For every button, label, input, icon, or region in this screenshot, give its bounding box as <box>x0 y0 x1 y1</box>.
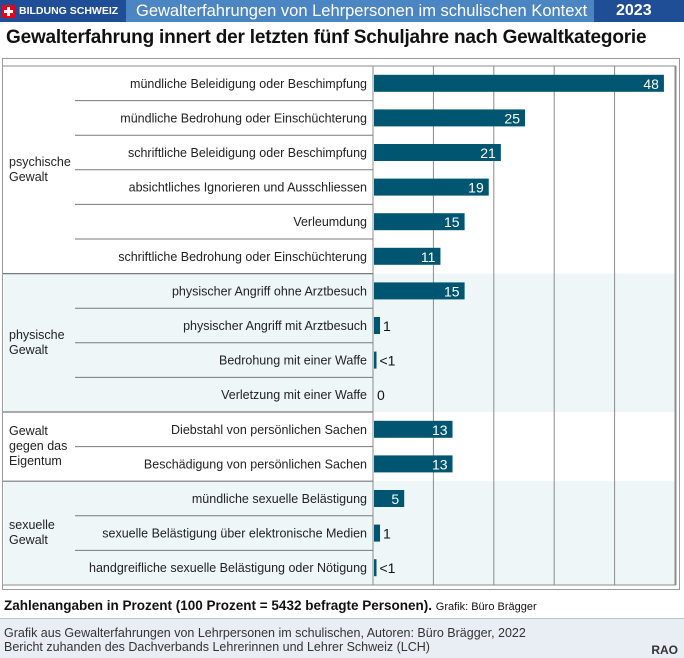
bar <box>374 455 453 473</box>
banner-title: Gewalterfahrungen von Lehrpersonen im sc… <box>126 0 594 22</box>
category-label: schriftliche Beleidigung oder Beschimpfu… <box>128 146 367 160</box>
bar <box>374 178 489 196</box>
category-label: mündliche Bedrohung oder Einschüchterung <box>120 111 367 125</box>
data-label: <1 <box>380 560 396 576</box>
data-label: 13 <box>432 422 448 438</box>
group-label: sexuelle <box>9 518 55 532</box>
brand-label: BILDUNG SCHWEIZ <box>19 5 119 17</box>
chart-title: Gewalterfahrung innert der letzten fünf … <box>6 27 647 48</box>
data-label: 5 <box>391 491 399 507</box>
data-label: <1 <box>380 353 396 369</box>
data-label: 15 <box>444 283 460 299</box>
category-label: handgreifliche sexuelle Belästigung oder… <box>89 561 367 575</box>
data-label: 15 <box>444 214 460 230</box>
category-label: Bedrohung mit einer Waffe <box>219 354 367 368</box>
data-label: 1 <box>383 526 391 542</box>
chart-frame: psychische Gewalt mündliche Beleidigung od… <box>2 58 680 590</box>
data-label: 25 <box>504 110 520 126</box>
footer-line-2: Bericht zuhanden des Dachverbands Lehrer… <box>4 640 430 654</box>
group-band <box>4 481 676 585</box>
group-label: Gewalt <box>9 533 48 547</box>
bar <box>374 109 525 127</box>
source-footer: Grafik aus Gewalterfahrungen von Lehrper… <box>0 618 684 658</box>
category-label: Diebstahl von persönlichen Sachen <box>171 423 367 437</box>
bar <box>374 559 377 577</box>
bar <box>374 420 453 438</box>
note-credit: Grafik: Büro Brägger <box>435 601 537 613</box>
category-label: Beschädigung von persönlichen Sachen <box>144 457 367 471</box>
group-label: gegen das <box>9 439 67 453</box>
group-label: Gewalt <box>9 343 48 357</box>
category-label: schriftliche Bedrohung oder Einschüchter… <box>118 250 367 264</box>
category-label: Verleumdung <box>293 215 367 229</box>
data-label: 19 <box>468 180 484 196</box>
footer-line-1: Grafik aus Gewalterfahrungen von Lehrper… <box>4 626 526 640</box>
chart-note: Zahlenangaben in Prozent (100 Prozent = … <box>4 598 537 613</box>
data-label: 0 <box>377 387 385 403</box>
data-label: 11 <box>421 249 436 265</box>
bar <box>374 524 381 542</box>
category-label: sexuelle Belästigung über elektronische … <box>102 527 367 541</box>
data-label: 21 <box>480 145 496 161</box>
group-label: physische <box>9 328 65 342</box>
top-banner: BILDUNG SCHWEIZ Gewalterfahrungen von Le… <box>0 0 684 22</box>
category-label: physischer Angriff ohne Arztbesuch <box>172 284 367 298</box>
category-label: physischer Angriff mit Arztbesuch <box>183 319 367 333</box>
data-label: 48 <box>643 76 659 92</box>
banner-year: 2023 <box>594 0 684 22</box>
data-label: 1 <box>383 318 391 334</box>
swiss-flag-icon <box>2 4 15 18</box>
note-text: Zahlenangaben in Prozent (100 Prozent = … <box>4 598 432 613</box>
bar <box>374 144 501 161</box>
category-label: Verletzung mit einer Waffe <box>221 388 367 402</box>
group-label: Gewalt <box>9 170 48 184</box>
bar <box>374 282 465 300</box>
footer-tag: RAO <box>651 643 678 657</box>
category-label: absichtliches Ignorieren und Ausschliess… <box>129 181 367 195</box>
group-label: Eigentum <box>9 454 62 468</box>
data-label: 13 <box>432 456 448 472</box>
group-label: Gewalt <box>9 424 48 438</box>
bar <box>374 74 664 92</box>
bar <box>374 317 381 334</box>
category-label: mündliche Beleidigung oder Beschimpfung <box>130 77 367 91</box>
bar <box>374 351 377 369</box>
bar <box>374 490 405 507</box>
group-label: psychische <box>9 155 71 169</box>
brand-badge: BILDUNG SCHWEIZ <box>0 0 126 22</box>
category-label: mündliche sexuelle Belästigung <box>192 492 367 506</box>
bar <box>374 213 465 231</box>
bar <box>374 247 441 265</box>
